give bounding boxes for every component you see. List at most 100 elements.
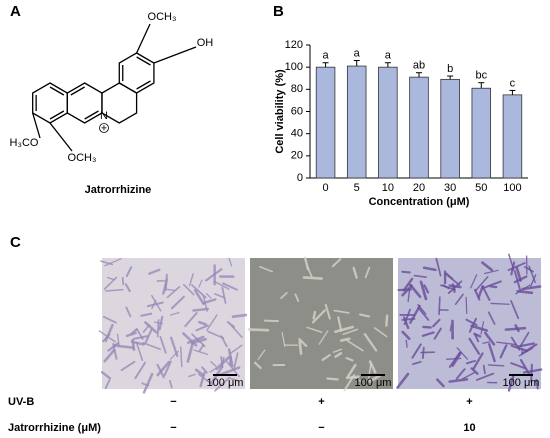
row-value: + <box>318 396 324 408</box>
cell <box>454 293 464 305</box>
error-bar <box>416 72 422 78</box>
ring <box>118 52 155 94</box>
cell <box>198 344 205 352</box>
cell <box>470 367 479 375</box>
cell <box>489 285 498 289</box>
cell <box>124 283 131 293</box>
x-tick-label: 10 <box>382 182 394 194</box>
cell <box>346 340 364 352</box>
cell <box>402 277 414 292</box>
cell <box>226 360 240 378</box>
cell <box>332 348 343 353</box>
cell <box>142 341 162 351</box>
cell <box>199 371 206 388</box>
cell <box>162 278 168 295</box>
cell <box>401 284 413 297</box>
cell <box>461 371 477 380</box>
cell <box>433 327 442 340</box>
cell <box>207 330 225 339</box>
error-bar <box>353 60 360 67</box>
cell <box>342 328 359 336</box>
cell <box>302 276 323 280</box>
cell <box>321 354 331 362</box>
cell <box>465 359 476 365</box>
cell <box>521 343 538 355</box>
cell <box>482 341 490 344</box>
cell <box>226 321 236 328</box>
bar <box>440 78 460 179</box>
cell <box>474 334 480 343</box>
cell <box>131 339 136 352</box>
cell <box>198 320 207 326</box>
cell <box>401 270 411 274</box>
cell <box>142 372 154 394</box>
cell <box>519 331 530 348</box>
cell <box>481 280 502 290</box>
cell <box>451 351 462 367</box>
row-value: − <box>170 396 176 408</box>
cell <box>337 316 343 332</box>
cell <box>192 307 209 312</box>
cell <box>421 331 435 337</box>
bar <box>502 94 523 179</box>
cell <box>205 293 212 299</box>
group-label: OCH₃ <box>68 152 97 164</box>
cell <box>407 287 411 303</box>
row-value: + <box>466 396 472 408</box>
cell <box>156 360 171 377</box>
cell <box>104 323 114 343</box>
molecule-name: Jatrorrhizine <box>85 184 152 196</box>
cell <box>510 362 526 370</box>
row-value: 10 <box>463 422 475 434</box>
cell <box>368 373 382 383</box>
bond <box>32 112 41 139</box>
cell <box>333 309 350 314</box>
x-tick-label: 30 <box>444 182 456 194</box>
cell <box>484 331 496 346</box>
cell <box>422 266 437 272</box>
cell <box>221 356 225 368</box>
error-bar <box>509 89 516 95</box>
cell <box>482 364 486 375</box>
x-tick-label: 5 <box>354 182 360 194</box>
cell <box>188 373 196 378</box>
cell <box>134 361 146 380</box>
cell <box>422 325 432 329</box>
cell <box>166 286 181 299</box>
cell <box>510 336 521 351</box>
cell <box>222 282 238 291</box>
row-label: Jatrorrhizine (μM) <box>8 422 101 434</box>
bar-chart: 0 20 40 60 80 100 120 a 0 a 5 a 10 ab 20 b 30 bc 50 c 100 Con… <box>274 39 528 208</box>
cell <box>510 300 520 320</box>
cell <box>447 280 463 294</box>
cell <box>405 339 408 348</box>
ring <box>32 82 68 124</box>
cell <box>214 280 230 290</box>
cell <box>413 274 427 279</box>
cell <box>202 298 217 304</box>
cell <box>401 330 411 340</box>
cell <box>159 335 167 354</box>
double-bond <box>70 86 85 96</box>
cell <box>303 256 310 271</box>
group-label: + <box>101 122 107 134</box>
panel-label: C <box>10 234 21 251</box>
cell <box>477 285 484 299</box>
significance-label: ab <box>413 60 425 72</box>
charge-circle <box>99 123 109 133</box>
cell <box>473 332 482 338</box>
cell <box>146 301 164 308</box>
cell <box>481 285 491 301</box>
group-label: N <box>100 110 108 122</box>
significance-label: a <box>385 50 392 62</box>
y-tick-label: 0 <box>297 172 303 184</box>
panel-label: A <box>10 3 21 20</box>
significance-label: c <box>510 77 516 89</box>
row-label: UV-B <box>8 396 34 408</box>
cell <box>436 378 445 388</box>
cell <box>132 335 149 340</box>
row-value: − <box>170 422 176 434</box>
cell <box>401 317 416 321</box>
cell <box>385 314 389 327</box>
cell <box>409 283 422 298</box>
